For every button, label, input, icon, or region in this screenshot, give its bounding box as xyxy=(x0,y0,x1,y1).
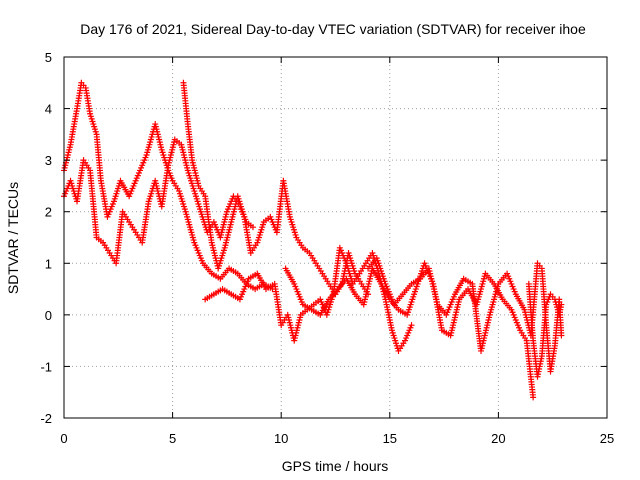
plot-frame xyxy=(63,56,608,419)
x-tick-label: 25 xyxy=(600,431,614,446)
y-tick-label: 4 xyxy=(45,102,52,117)
y-tick-label: 5 xyxy=(45,50,52,65)
data-points xyxy=(61,79,565,401)
x-tick-label: 10 xyxy=(274,431,288,446)
x-tick-label: 5 xyxy=(169,431,176,446)
x-tick-label: 20 xyxy=(491,431,505,446)
y-tick-label: 1 xyxy=(45,256,52,271)
data-point xyxy=(558,332,565,339)
y-tick-label: 0 xyxy=(45,308,52,323)
data-point xyxy=(408,322,415,329)
y-tick-label: 3 xyxy=(45,153,52,168)
chart-title: Day 176 of 2021, Sidereal Day-to-day VTE… xyxy=(80,21,586,37)
x-axis-label: GPS time / hours xyxy=(282,458,389,474)
y-axis-label: SDTVAR / TECUs xyxy=(5,182,21,294)
y-tick-label: -2 xyxy=(40,411,52,426)
x-axis-ticks: 0 5 10 15 20 25 xyxy=(60,57,614,446)
data-point xyxy=(249,224,256,231)
x-tick-label: 0 xyxy=(60,431,67,446)
y-tick-label: -1 xyxy=(40,359,52,374)
y-axis-ticks: -2 -1 0 1 2 3 4 5 xyxy=(40,50,607,426)
data-point xyxy=(530,394,537,401)
data-point xyxy=(558,301,565,308)
x-tick-label: 15 xyxy=(383,431,397,446)
y-tick-label: 2 xyxy=(45,205,52,220)
